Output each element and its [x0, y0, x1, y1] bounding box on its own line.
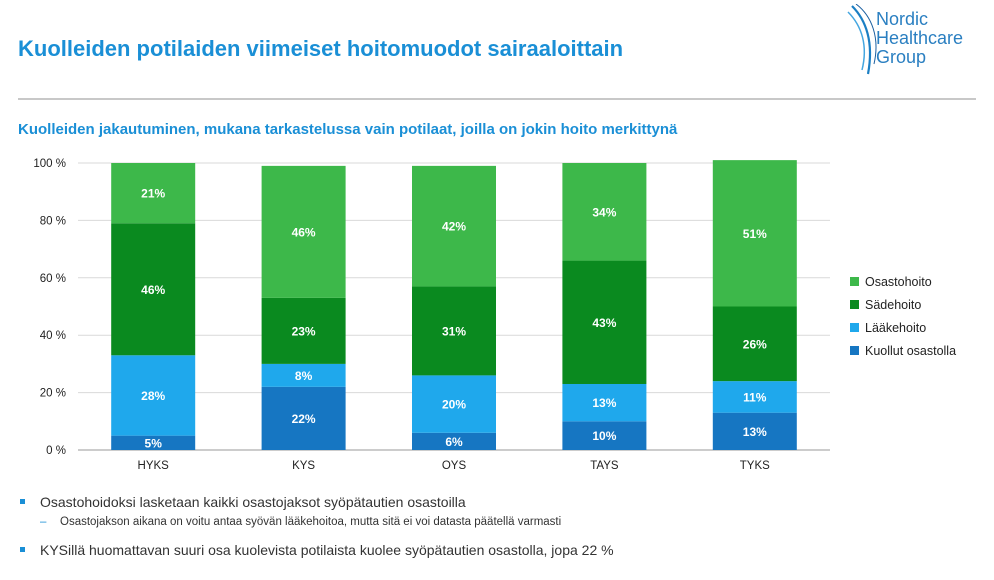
legend-label: Lääkehoito — [865, 320, 927, 335]
data-label: 31% — [442, 324, 466, 338]
data-label: 43% — [592, 316, 616, 330]
bar-segment — [412, 286, 496, 376]
bar-segment — [261, 386, 346, 450]
data-label: 22% — [292, 412, 316, 426]
x-tick-label: HYKS — [138, 460, 170, 472]
x-tick-label: KYS — [292, 460, 315, 472]
logo-line2: Healthcare — [876, 28, 964, 48]
logo-swoosh-icon — [847, 4, 877, 75]
bar-segment — [111, 435, 196, 450]
chart-subtitle: Kuolleiden jakautuminen, mukana tarkaste… — [18, 121, 678, 138]
data-label: 26% — [743, 337, 767, 351]
note-bullet-2: KYSillä huomattavan suuri osa kuolevista… — [18, 542, 968, 558]
data-label: 13% — [743, 425, 767, 439]
data-label: 10% — [592, 429, 616, 443]
data-label: 8% — [295, 369, 313, 383]
note-text: KYSillä huomattavan suuri osa kuolevista… — [40, 542, 614, 558]
bar-segment — [562, 163, 647, 261]
bar-segment — [261, 165, 346, 298]
bar-segment — [412, 375, 496, 433]
data-label: 28% — [141, 389, 165, 403]
y-tick-label: 0 % — [46, 445, 66, 457]
legend-item-sadehoito: Sädehoito — [850, 293, 956, 316]
header-divider — [18, 98, 976, 100]
bar-segment — [412, 432, 496, 450]
bullet-mark — [20, 547, 25, 552]
notes-section: Osastohoidoksi lasketaan kaikki osastoja… — [18, 494, 968, 558]
data-label: 11% — [743, 390, 767, 404]
data-label: 34% — [592, 205, 616, 219]
data-label: 13% — [592, 396, 616, 410]
company-logo: Nordic Healthcare Group — [844, 4, 984, 76]
x-tick-label: OYS — [442, 460, 467, 472]
bar-segment — [111, 355, 196, 436]
bar-segment — [712, 306, 797, 382]
data-label: 20% — [442, 398, 466, 412]
bar-segment — [712, 381, 797, 413]
legend-label: Kuollut osastolla — [865, 343, 957, 358]
data-label: 46% — [292, 225, 316, 239]
data-label: 5% — [145, 436, 163, 450]
note-sub-text: Osastojakson aikana on voitu antaa syövä… — [60, 516, 562, 528]
data-label: 51% — [743, 227, 767, 241]
x-tick-label: TYKS — [740, 460, 770, 472]
note-sub-1: – Osastojakson aikana on voitu antaa syö… — [18, 516, 968, 528]
y-tick-label: 100 % — [33, 158, 66, 170]
legend-label: Sädehoito — [865, 297, 922, 312]
y-tick-label: 20 % — [40, 388, 66, 400]
bar-segment — [261, 363, 346, 387]
legend-item-osastohoito: Osastohoito — [850, 270, 956, 293]
chart-legend: Osastohoito Sädehoito Lääkehoito Kuollut… — [850, 270, 956, 362]
bar-segment — [261, 297, 346, 364]
legend-item-kuollut-osastolla: Kuollut osastolla — [850, 339, 956, 362]
legend-item-laakehoito: Lääkehoito — [850, 316, 956, 339]
y-tick-label: 60 % — [40, 273, 66, 285]
logo-line1: Nordic — [876, 9, 929, 29]
data-label: 6% — [445, 435, 463, 449]
bar-segment — [712, 160, 797, 307]
legend-label: Osastohoito — [865, 274, 932, 289]
data-label: 23% — [292, 324, 316, 338]
bar-segment — [562, 260, 647, 384]
data-label: 21% — [141, 187, 165, 201]
note-text: Osastohoidoksi lasketaan kaikki osastoja… — [40, 494, 466, 510]
bar-segment — [562, 383, 647, 422]
page-title: Kuolleiden potilaiden viimeiset hoitomuo… — [18, 36, 624, 61]
legend-swatch — [850, 277, 859, 286]
bar-segment — [111, 163, 196, 224]
stacked-bar-chart: 0 % 20 % 40 % 60 % 80 % 100 % 5% 28% 46% 21% HYKS 2… — [33, 158, 830, 472]
legend-swatch — [850, 346, 859, 355]
data-label: 46% — [141, 283, 165, 297]
note-bullet-1: Osastohoidoksi lasketaan kaikki osastoja… — [18, 494, 968, 510]
data-label: 42% — [442, 220, 466, 234]
x-tick-label: TAYS — [590, 460, 619, 472]
bar-segment — [111, 223, 196, 356]
logo-line3: Group — [876, 47, 927, 67]
legend-swatch — [850, 323, 859, 332]
bullet-mark — [20, 499, 25, 504]
legend-swatch — [850, 300, 859, 309]
bar-segment — [712, 412, 797, 450]
dash-mark: – — [40, 516, 47, 528]
bar-segment — [412, 165, 496, 287]
bar-segment — [562, 421, 647, 450]
y-tick-label: 80 % — [40, 215, 66, 227]
y-tick-label: 40 % — [40, 330, 66, 342]
